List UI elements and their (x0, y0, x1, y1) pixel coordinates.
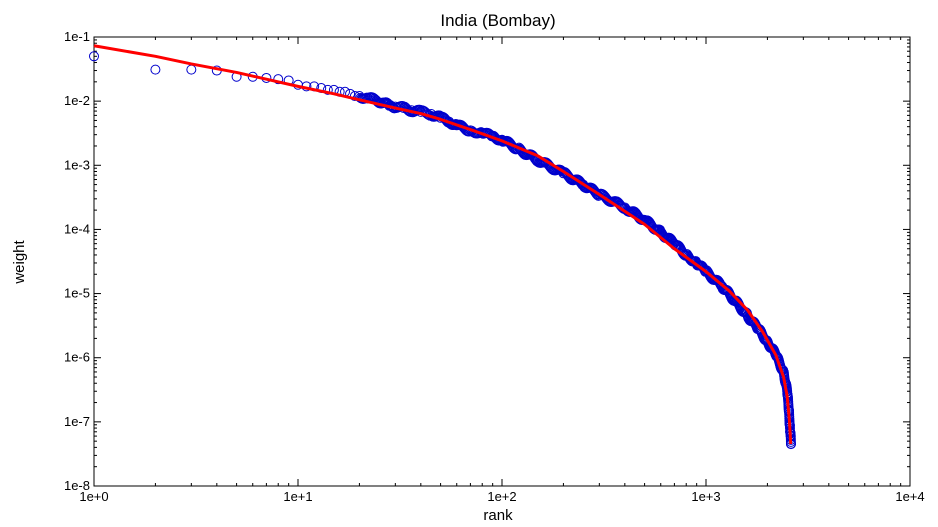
data-point (186, 64, 197, 75)
data-point (273, 74, 284, 85)
x-tick-label: 1e+3 (691, 489, 720, 504)
x-tick-label: 1e+2 (487, 489, 516, 504)
x-axis-label: rank (483, 507, 513, 524)
data-point-dense (665, 233, 676, 244)
data-point (89, 51, 99, 62)
y-tick-label: 1e-5 (64, 286, 90, 301)
data-point (150, 64, 161, 75)
y-tick-label: 1e-7 (64, 414, 90, 429)
x-tick-label: 1e+1 (283, 489, 312, 504)
y-tick-label: 1e-1 (64, 29, 90, 44)
y-tick-label: 1e-8 (64, 478, 90, 493)
axis-ticks (93, 36, 911, 487)
y-axis-label: weight (11, 239, 28, 284)
chart-title: India (Bombay) (440, 11, 555, 30)
y-tick-labels: 1e-1 1e-2 1e-3 1e-4 1e-5 1e-6 1e-7 1e-8 (64, 29, 90, 493)
data-point (322, 84, 333, 95)
y-tick-label: 1e-4 (64, 221, 90, 236)
x-tick-label: 1e+0 (79, 489, 108, 504)
y-tick-label: 1e-3 (64, 157, 90, 172)
scatter-series (89, 51, 796, 450)
fit-line (93, 44, 793, 445)
x-tick-label: 1e+4 (895, 489, 924, 504)
y-tick-label: 1e-6 (64, 350, 90, 365)
y-tick-label: 1e-2 (64, 93, 90, 108)
x-tick-labels: 1e+0 1e+1 1e+2 1e+3 1e+4 (79, 489, 924, 504)
